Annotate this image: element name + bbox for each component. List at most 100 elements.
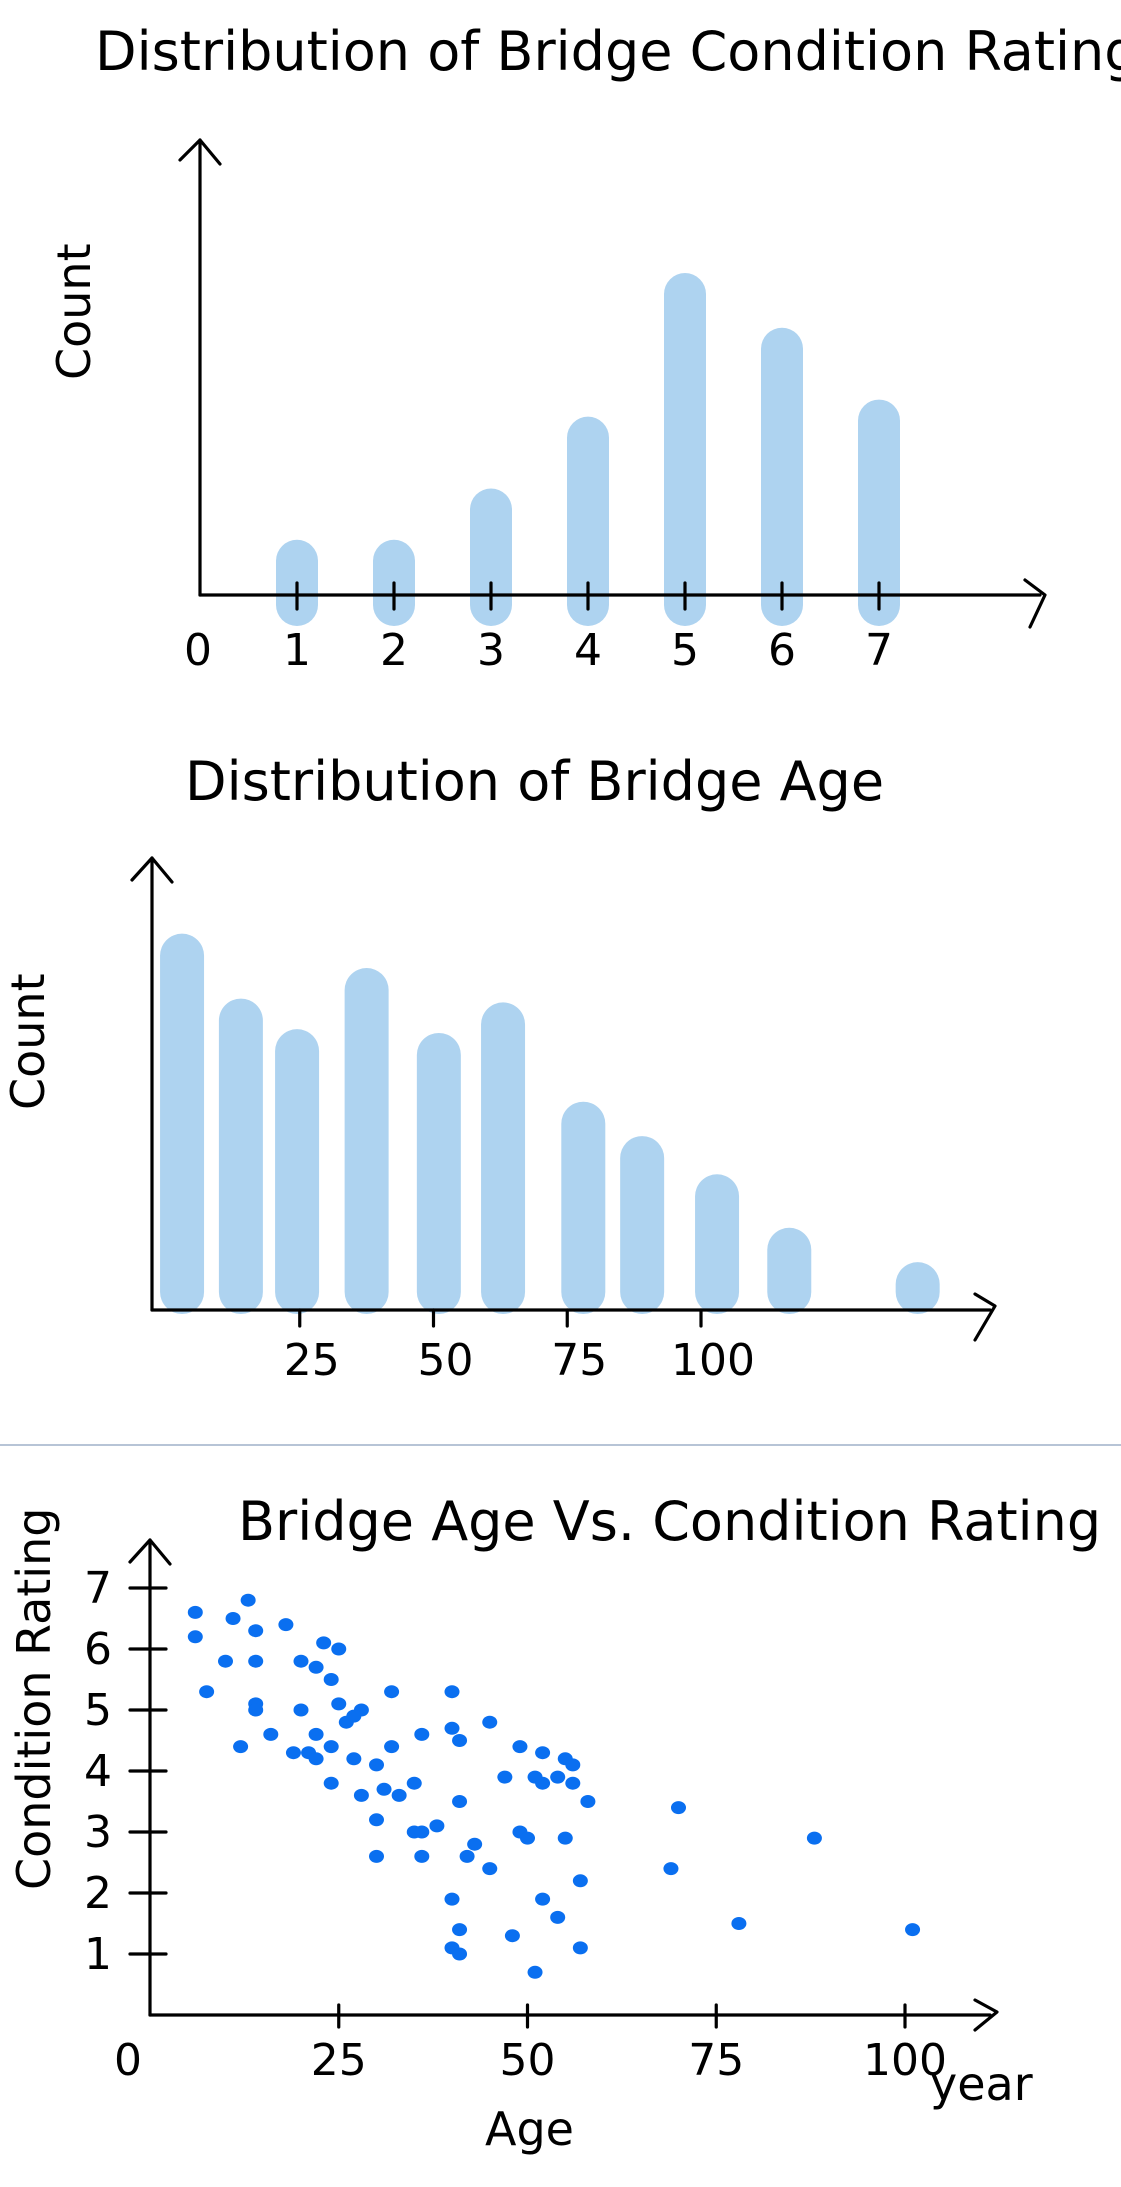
chart3-point-34 <box>414 1727 430 1741</box>
chart3-point-76 <box>905 1923 921 1937</box>
chart3-point-56 <box>429 1819 445 1833</box>
chart2-x-ticks: 25 50 75 100 <box>284 1308 755 1386</box>
chart3-point-19 <box>248 1703 264 1717</box>
chart3-point-70 <box>535 1892 551 1906</box>
chart1-tick-label-5: 5 <box>671 625 699 676</box>
chart3-point-73 <box>504 1929 520 1943</box>
chart3-point-55 <box>414 1825 430 1839</box>
chart3-point-16 <box>331 1697 347 1711</box>
chart1-bars <box>276 273 900 626</box>
chart3-point-33 <box>384 1740 400 1754</box>
chart3-point-31 <box>323 1776 339 1790</box>
chart3-point-72 <box>452 1923 468 1937</box>
chart3-point-27 <box>308 1727 324 1741</box>
chart3-point-2 <box>187 1630 203 1644</box>
chart1-x-ticks: 0 1 2 3 4 5 6 7 <box>184 581 893 676</box>
chart3-point-7 <box>316 1636 332 1650</box>
chart3-point-79 <box>527 1965 543 1979</box>
chart3-point-68 <box>663 1862 679 1876</box>
chart3-x-axis <box>148 1998 999 2032</box>
chart3-point-14 <box>308 1660 324 1674</box>
chart3-point-18 <box>384 1685 400 1699</box>
chart3-title: Bridge Age Vs. Condition Rating <box>238 1490 1101 1553</box>
chart3-y-tick-label-5: 5 <box>84 1685 112 1736</box>
chart3-x-tick-label-50: 50 <box>500 2035 556 2086</box>
chart3-x-axis-label: Age <box>485 2102 574 2156</box>
chart3-y-tick-label-6: 6 <box>84 1624 112 1675</box>
chart3-point-52 <box>406 1776 422 1790</box>
chart2-y-axis-label: Count <box>1 973 55 1110</box>
chart3-point-47 <box>565 1776 581 1790</box>
chart2-bars <box>160 933 940 1314</box>
chart3-point-67 <box>671 1801 686 1815</box>
chart3-point-30 <box>346 1752 362 1766</box>
chart3-point-37 <box>452 1734 468 1747</box>
chart3-point-20 <box>293 1703 309 1717</box>
chart3-point-24 <box>263 1727 279 1741</box>
chart1-y-axis <box>178 138 222 597</box>
chart3-y-axis <box>128 1538 172 2017</box>
chart3-point-38 <box>482 1715 498 1729</box>
chart3-point-15 <box>323 1673 339 1686</box>
chart2-tick-label-25: 25 <box>284 1335 340 1386</box>
chart3-y-tick-label-1: 1 <box>84 1929 112 1980</box>
chart3-point-25 <box>285 1746 301 1760</box>
chart3-point-9 <box>199 1685 215 1699</box>
chart3-point-49 <box>353 1788 369 1802</box>
chart1-title: Distribution of Bridge Condition Rating <box>95 20 1121 83</box>
chart1-y-axis-label: Count <box>47 243 101 380</box>
chart1-tick-label-2: 2 <box>380 625 408 676</box>
chart3-point-13 <box>293 1654 309 1668</box>
chart1-tick-label-7: 7 <box>865 625 893 676</box>
chart3-point-5 <box>248 1624 264 1638</box>
chart3-point-40 <box>535 1746 551 1760</box>
chart3-point-6 <box>278 1618 294 1632</box>
chart3-point-61 <box>482 1862 498 1876</box>
chart3-y-tick-label-7: 7 <box>84 1563 112 1614</box>
chart3-point-45 <box>535 1776 551 1790</box>
chart3-point-22 <box>346 1709 362 1723</box>
chart3-point-3 <box>225 1612 241 1625</box>
chart3-x-tick-label-75: 75 <box>688 2035 744 2086</box>
chart3-point-58 <box>414 1849 430 1863</box>
chart3-point-10 <box>218 1654 233 1668</box>
chart1-tick-label-3: 3 <box>477 625 505 676</box>
chart3-ticks: 0 25 50 75 100 1 2 3 4 5 6 7 <box>84 1563 947 2086</box>
chart1-tick-label-1: 1 <box>283 625 311 676</box>
chart1-x-axis <box>198 578 1047 629</box>
chart3-point-23 <box>233 1740 249 1754</box>
chart3-point-28 <box>323 1740 339 1754</box>
chart3-point-59 <box>452 1795 468 1808</box>
chart3-point-43 <box>565 1758 581 1772</box>
chart1-tick-label-4: 4 <box>574 625 602 676</box>
chart3-y-tick-label-4: 4 <box>84 1746 112 1797</box>
chart2-tick-label-50: 50 <box>418 1335 474 1386</box>
chart3-y-axis-label: Condition Rating <box>7 1508 61 1890</box>
chart3-x-unit-label: year <box>930 2057 1033 2111</box>
chart1-tick-label-0: 0 <box>184 625 212 676</box>
chart3-point-1 <box>187 1605 203 1619</box>
chart3-point-64 <box>557 1831 573 1845</box>
chart2-x-axis <box>150 1292 997 1342</box>
chart3-point-69 <box>444 1892 460 1906</box>
chart3-point-74 <box>731 1917 747 1930</box>
chart3-point-80 <box>572 1941 588 1955</box>
chart2-tick-label-100: 100 <box>671 1335 755 1386</box>
chart3-point-53 <box>369 1813 384 1827</box>
chart3-x-tick-label-0: 0 <box>114 2035 142 2086</box>
chart3-y-tick-label-2: 2 <box>84 1868 112 1919</box>
chart3-point-60 <box>467 1837 483 1851</box>
chart3-point-46 <box>550 1770 566 1784</box>
chart3-point-29 <box>308 1752 324 1766</box>
chart3-y-tick-label-3: 3 <box>84 1807 112 1858</box>
age-vs-condition-chart: Bridge Age Vs. Condition Rating Conditio… <box>7 1490 1101 2156</box>
chart3-point-78 <box>452 1947 468 1961</box>
chart1-tick-label-6: 6 <box>768 625 796 676</box>
chart3-point-35 <box>444 1721 460 1735</box>
chart2-y-axis <box>130 856 174 1312</box>
chart3-point-66 <box>572 1874 588 1888</box>
chart3-point-51 <box>391 1788 407 1802</box>
chart3-point-57 <box>369 1849 384 1863</box>
chart3-point-32 <box>369 1758 384 1772</box>
